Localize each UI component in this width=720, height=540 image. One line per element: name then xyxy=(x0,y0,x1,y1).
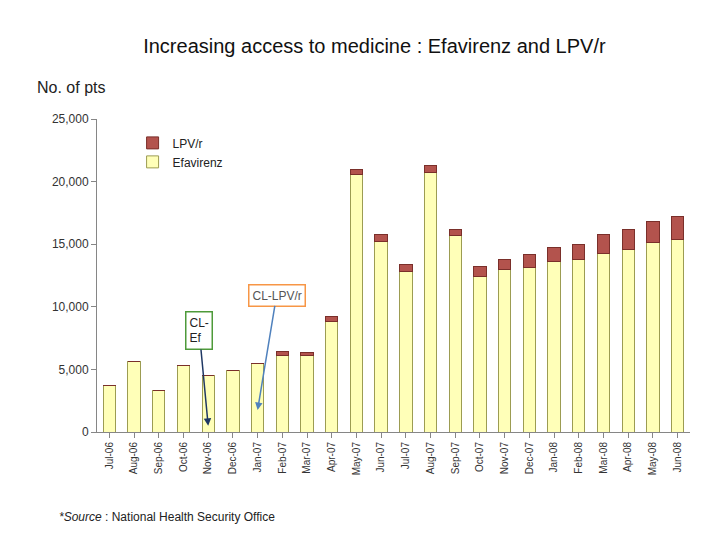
svg-text:CL-Ef: CL-Ef xyxy=(190,316,209,346)
svg-text:Dec-06: Dec-06 xyxy=(227,442,238,475)
svg-text:Jan-08: Jan-08 xyxy=(548,442,559,473)
svg-text:Nov-07: Nov-07 xyxy=(499,442,510,475)
svg-text:No. of pts: No. of pts xyxy=(37,79,105,96)
svg-text:Dec-07: Dec-07 xyxy=(524,442,535,475)
svg-text:LPV/r: LPV/r xyxy=(173,137,203,151)
svg-text:Sep-06: Sep-06 xyxy=(153,442,164,475)
svg-text:Apr-08: Apr-08 xyxy=(622,442,633,472)
svg-text:20,000: 20,000 xyxy=(52,175,89,189)
svg-text:5,000: 5,000 xyxy=(59,363,89,377)
svg-text:Jul-06: Jul-06 xyxy=(104,442,115,470)
svg-text:Jan-07: Jan-07 xyxy=(252,442,263,473)
svg-text:Nov-06: Nov-06 xyxy=(202,442,213,475)
svg-text:CL-LPV/r: CL-LPV/r xyxy=(253,289,302,303)
svg-text:Increasing access to medicine: Increasing access to medicine : Efaviren… xyxy=(143,35,606,57)
svg-text:Mar-08: Mar-08 xyxy=(598,442,609,474)
svg-text:Feb-08: Feb-08 xyxy=(573,442,584,474)
svg-text:Aug-06: Aug-06 xyxy=(128,442,139,475)
svg-text:May-07: May-07 xyxy=(351,442,362,476)
svg-text:Efavirenz: Efavirenz xyxy=(173,156,223,170)
svg-text:Sep-07: Sep-07 xyxy=(450,442,461,475)
svg-text:10,000: 10,000 xyxy=(52,300,89,314)
svg-text:Aug-07: Aug-07 xyxy=(425,442,436,475)
svg-text:Oct-07: Oct-07 xyxy=(474,442,485,472)
svg-text:Mar-07: Mar-07 xyxy=(301,442,312,474)
svg-text:Jul-07: Jul-07 xyxy=(400,442,411,470)
svg-text:0: 0 xyxy=(82,425,89,439)
svg-text:*Source : National Health Secu: *Source : National Health Security Offic… xyxy=(59,510,275,524)
svg-text:May-08: May-08 xyxy=(647,442,658,476)
svg-text:Apr-07: Apr-07 xyxy=(326,442,337,472)
svg-text:Jun-07: Jun-07 xyxy=(375,442,386,473)
svg-text:15,000: 15,000 xyxy=(52,237,89,251)
svg-text:25,000: 25,000 xyxy=(52,112,89,126)
svg-text:Jun-08: Jun-08 xyxy=(672,442,683,473)
svg-text:Oct-06: Oct-06 xyxy=(178,442,189,472)
svg-text:Feb-07: Feb-07 xyxy=(277,442,288,474)
